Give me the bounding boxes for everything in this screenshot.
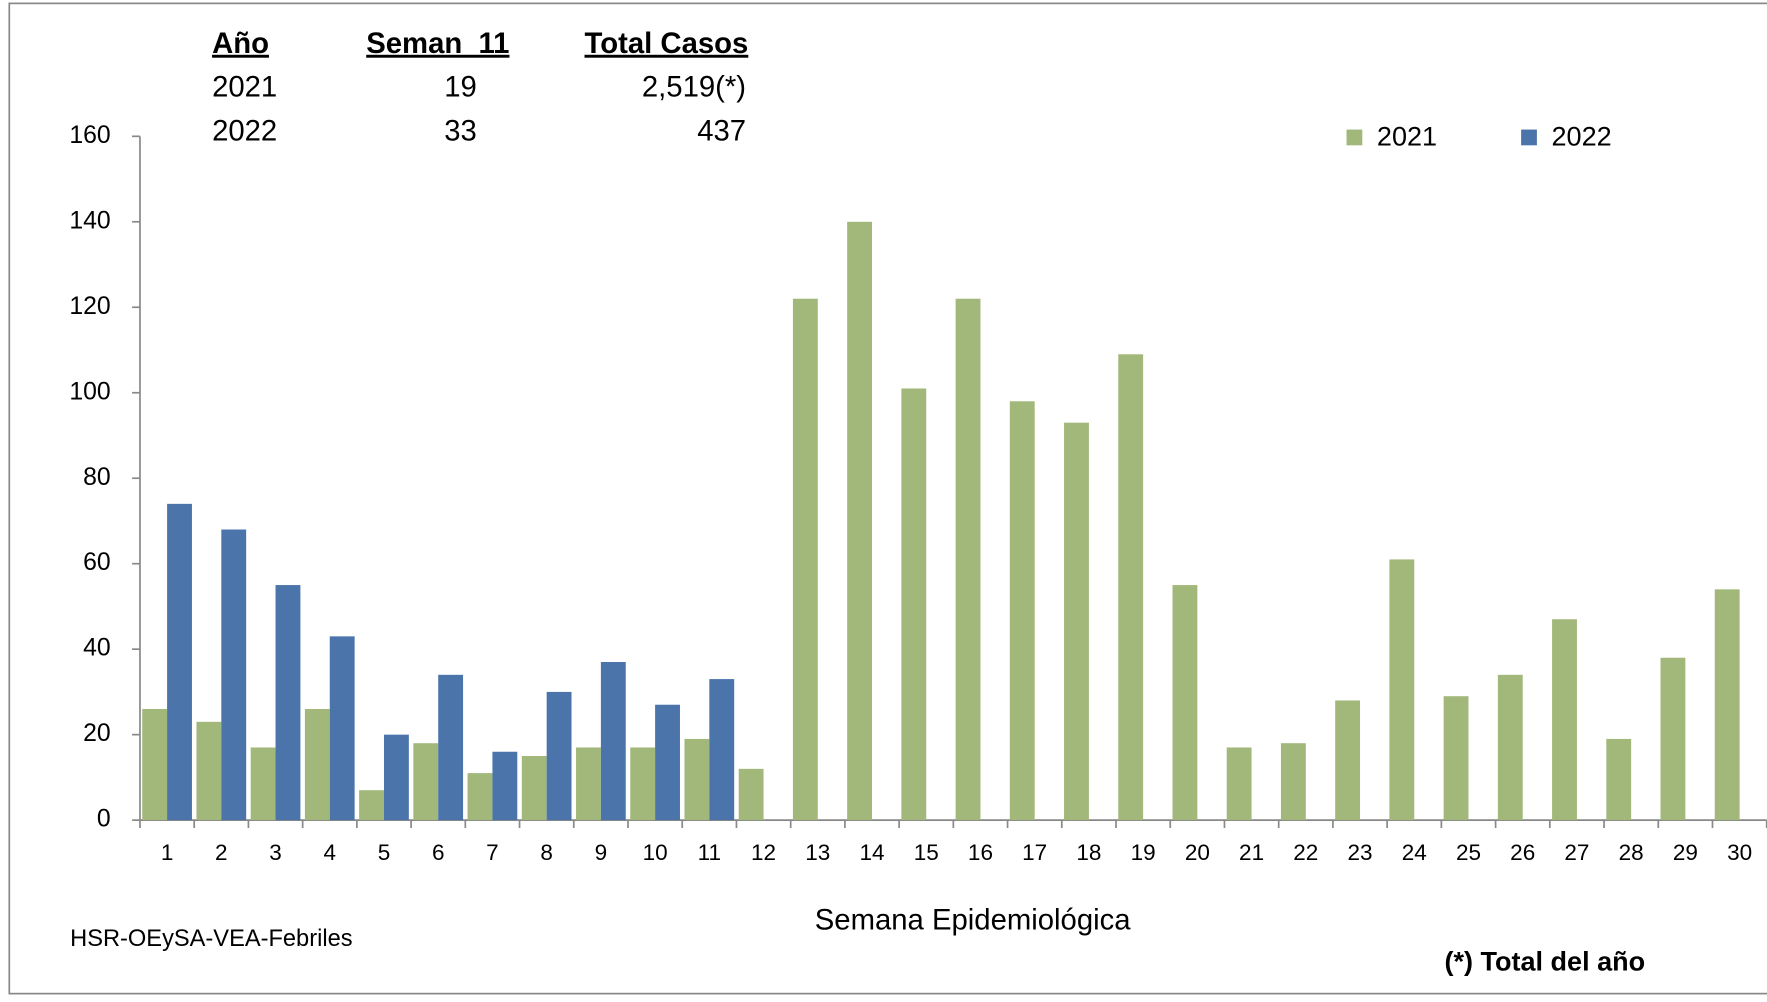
bar	[1172, 585, 1198, 821]
bar	[467, 773, 493, 821]
x-tick-label: 20	[1185, 840, 1210, 865]
y-tick-label: 100	[69, 378, 110, 405]
x-tick-label: 24	[1402, 840, 1427, 865]
bar	[359, 790, 384, 821]
table-cell: 19	[444, 71, 477, 104]
table-header: Seman 11	[366, 27, 509, 60]
x-tick-label: 28	[1619, 840, 1644, 865]
y-tick-label: 160	[69, 122, 110, 149]
x-tick-label: 27	[1564, 840, 1589, 865]
x-tick-label: 26	[1510, 840, 1535, 865]
bar	[738, 768, 764, 821]
y-tick-label: 60	[83, 549, 111, 576]
x-tick-label: 14	[859, 840, 884, 865]
x-tick-label: 25	[1456, 840, 1481, 865]
y-tick-label: 20	[83, 720, 111, 747]
bar	[901, 388, 927, 821]
bar	[1389, 559, 1415, 821]
bar	[546, 691, 572, 821]
x-tick-label: 16	[968, 840, 993, 865]
bar	[438, 674, 464, 821]
x-tick-label: 4	[323, 840, 336, 865]
bar	[955, 298, 981, 821]
table-header: Total Casos	[585, 27, 749, 60]
bar	[792, 298, 818, 821]
bar	[576, 747, 601, 821]
x-tick-label: 19	[1131, 840, 1156, 865]
bar	[709, 679, 735, 821]
bar	[167, 503, 192, 821]
table-header: Año	[212, 27, 269, 60]
bar	[1552, 619, 1577, 821]
table-cell: 2022	[212, 115, 277, 148]
footnote: (*) Total del año	[1445, 946, 1646, 976]
x-tick-label: 21	[1239, 840, 1264, 865]
bar	[1335, 700, 1361, 821]
frame	[8, 2, 1767, 995]
bar	[684, 738, 710, 821]
x-tick-label: 11	[698, 840, 721, 865]
bar	[1118, 354, 1144, 821]
x-tick-label: 8	[540, 840, 553, 865]
bar	[1497, 674, 1523, 821]
x-tick-label: 1	[161, 840, 174, 865]
table-cell: 33	[444, 115, 477, 148]
x-tick-label: 23	[1348, 840, 1373, 865]
x-tick-label: 18	[1076, 840, 1101, 865]
x-tick-label: 2	[215, 840, 228, 865]
x-tick-label: 29	[1673, 840, 1698, 865]
bar	[600, 661, 626, 821]
x-tick-label: 9	[595, 840, 608, 865]
bar	[1443, 696, 1469, 821]
legend-label: 2022	[1552, 122, 1612, 152]
y-tick-label: 140	[69, 207, 110, 234]
y-tick-label: 120	[69, 293, 110, 320]
x-tick-label: 22	[1293, 840, 1318, 865]
bar	[221, 529, 247, 821]
legend-swatch	[1346, 129, 1363, 146]
legend-swatch	[1521, 129, 1537, 146]
table-cell: 2021	[212, 71, 277, 104]
bar	[655, 704, 680, 821]
bar	[304, 709, 330, 821]
legend-label: 2021	[1377, 122, 1437, 152]
bar	[1714, 589, 1740, 821]
bar	[521, 756, 547, 821]
x-tick-label: 30	[1727, 840, 1752, 865]
bar	[196, 721, 222, 821]
x-tick-label: 5	[378, 840, 391, 865]
bar	[275, 585, 301, 821]
bar	[1064, 422, 1089, 821]
bar	[1280, 743, 1306, 821]
bar	[250, 747, 276, 821]
bar	[630, 747, 656, 821]
x-tick-label: 10	[643, 840, 668, 865]
table-cell: 437	[697, 115, 746, 148]
y-tick-label: 40	[83, 635, 111, 662]
bar	[1226, 747, 1252, 821]
bar	[413, 743, 439, 821]
bar	[1606, 738, 1632, 821]
x-tick-label: 12	[751, 840, 776, 865]
source: HSR-OEySA-VEA-Febriles	[70, 926, 352, 952]
x-tick-label: 15	[914, 840, 939, 865]
bar	[142, 709, 168, 821]
x-tick-label: 17	[1022, 840, 1047, 865]
bar	[1660, 657, 1686, 821]
bar	[847, 221, 873, 821]
x-tick-label: 3	[269, 840, 282, 865]
x-axis-title: Semana Epidemiológica	[815, 903, 1131, 936]
bar	[1009, 401, 1035, 821]
table-cell: 2,519(*)	[642, 71, 746, 104]
bar	[383, 734, 409, 821]
y-tick-label: 0	[97, 806, 111, 833]
x-tick-label: 7	[486, 840, 499, 865]
bar	[329, 636, 355, 821]
y-tick-label: 80	[83, 464, 111, 491]
x-tick-label: 6	[432, 840, 445, 865]
x-tick-label: 13	[805, 840, 830, 865]
bar	[492, 751, 518, 821]
